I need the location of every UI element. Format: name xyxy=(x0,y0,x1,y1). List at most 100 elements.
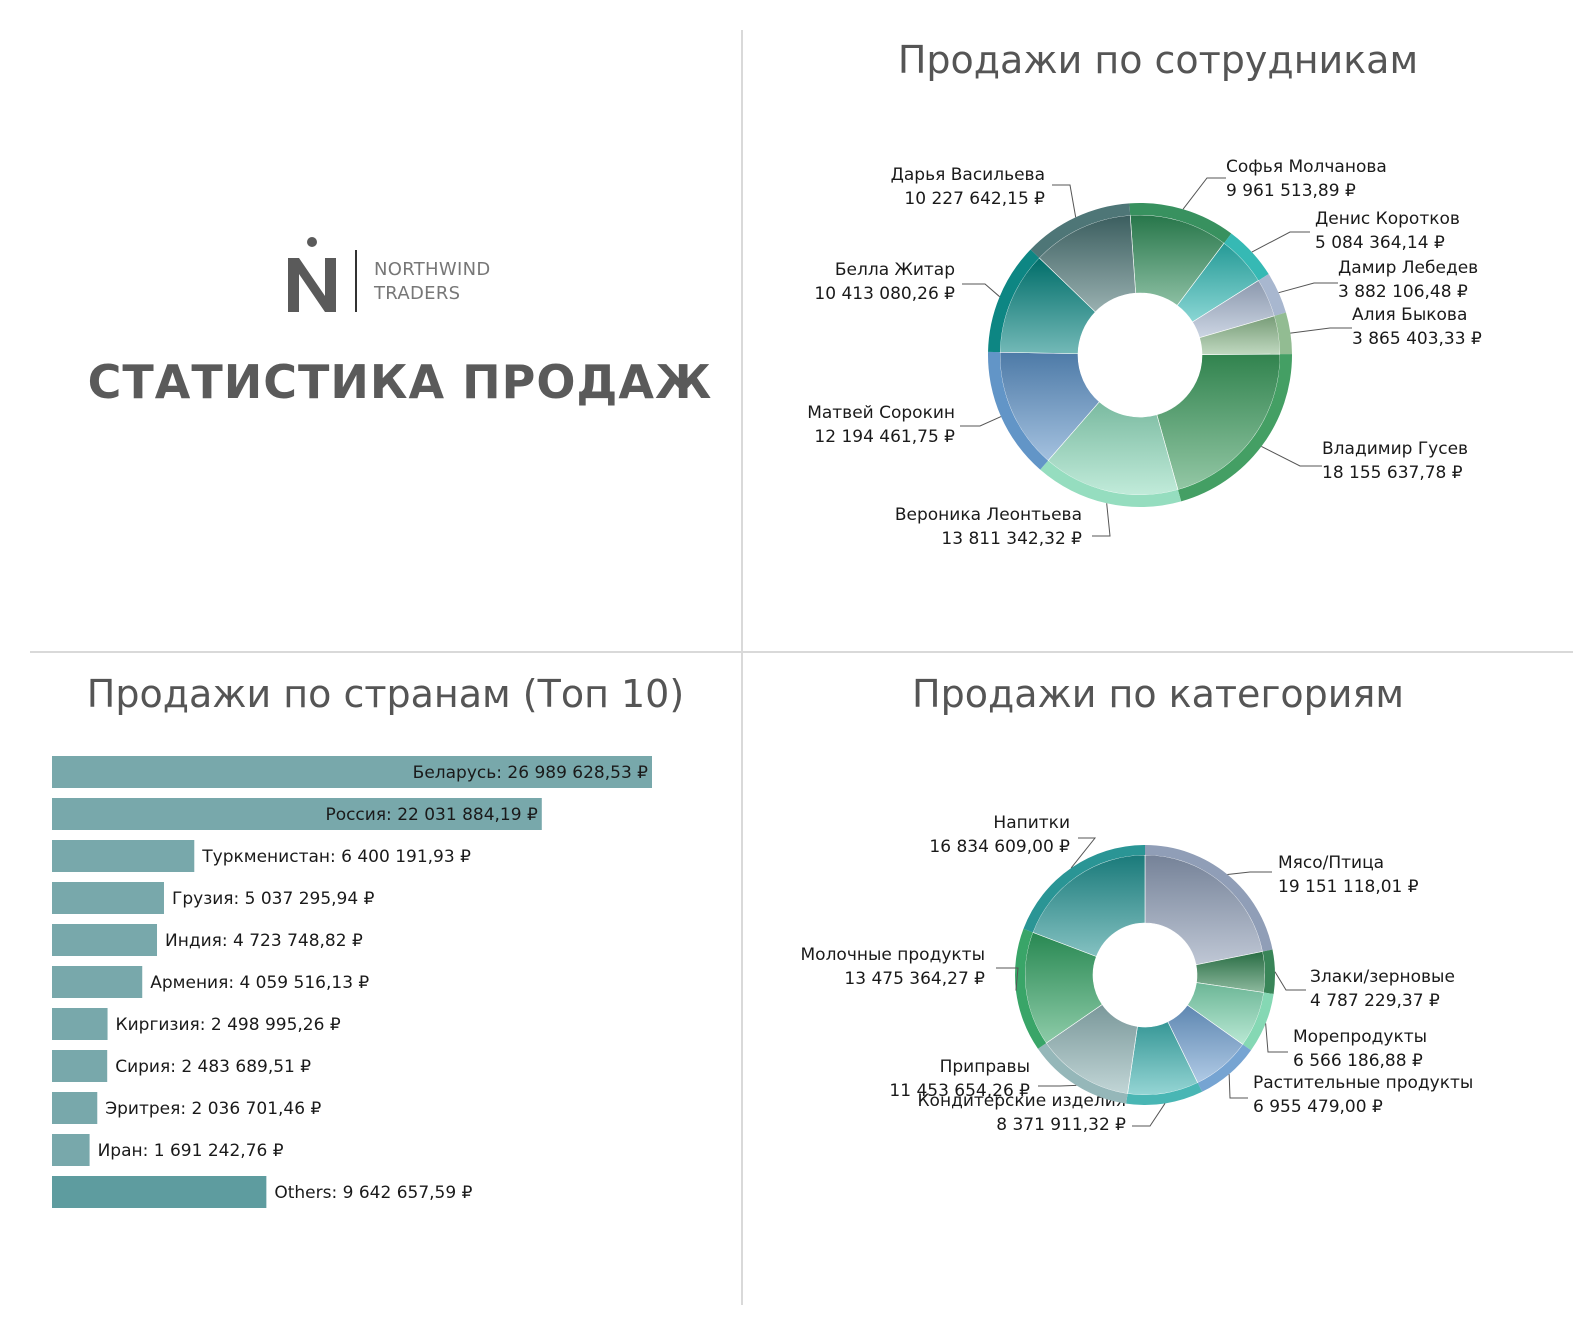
country-bar-label-6: Киргизия: 2 498 995,26 ₽ xyxy=(116,1015,341,1035)
country-bar-9 xyxy=(52,1134,90,1166)
northwind-logo-icon xyxy=(288,237,336,312)
leader-line-4 xyxy=(1132,1103,1166,1127)
leader-line-6 xyxy=(960,416,1002,427)
slice-inner-8 xyxy=(1038,215,1136,313)
slice-label-2: Морепродукты xyxy=(1293,1027,1427,1047)
slice-inner-0 xyxy=(1144,854,1264,966)
leader-line-2 xyxy=(1278,282,1338,294)
country-bar-label-10: Others: 9 642 657,59 ₽ xyxy=(274,1183,472,1203)
slice-label-0: Мясо/Птица xyxy=(1278,853,1384,873)
slice-value-3: 6 955 479,00 ₽ xyxy=(1253,1097,1383,1117)
leader-line-1 xyxy=(1274,971,1306,991)
slice-rim-7 xyxy=(1023,845,1145,933)
slice-value-5: 13 811 342,32 ₽ xyxy=(941,529,1082,549)
country-bar-4 xyxy=(52,924,158,956)
slice-rim-2 xyxy=(1258,274,1286,316)
slice-value-1: 5 084 364,14 ₽ xyxy=(1315,233,1445,253)
slice-rim-0 xyxy=(1145,845,1273,952)
horizontal-divider xyxy=(30,651,1573,653)
slice-rim-5 xyxy=(1040,460,1182,508)
leader-line-6 xyxy=(996,967,1019,991)
slice-rim-2 xyxy=(1242,992,1274,1051)
country-bar-2 xyxy=(52,840,195,872)
countries-chart-title: Продажи по странам (Топ 10) xyxy=(86,672,685,716)
leader-line-8 xyxy=(1052,184,1077,218)
leader-line-4 xyxy=(1261,445,1322,467)
country-bar-3 xyxy=(52,882,164,914)
country-bar-5 xyxy=(52,966,143,998)
leader-line-5 xyxy=(1038,1084,1077,1087)
slice-rim-4 xyxy=(1177,354,1293,502)
slice-rim-8 xyxy=(1030,203,1131,258)
country-bar-10 xyxy=(52,1176,267,1208)
slice-rim-6 xyxy=(987,351,1049,470)
country-bar-8 xyxy=(52,1092,98,1124)
country-bar-label-1: Россия: 22 031 884,19 ₽ xyxy=(325,805,538,825)
country-bar-label-9: Иран: 1 691 242,76 ₽ xyxy=(98,1141,284,1161)
leader-line-0 xyxy=(1182,177,1226,210)
country-bar-7 xyxy=(52,1050,108,1082)
slice-label-8: Дарья Васильева xyxy=(891,165,1045,185)
country-bar-label-2: Туркменистан: 6 400 191,93 ₽ xyxy=(201,847,471,867)
slice-value-6: 12 194 461,75 ₽ xyxy=(814,427,955,447)
employees-chart-title: Продажи по сотрудникам xyxy=(897,38,1419,82)
slice-label-5: Приправы xyxy=(940,1057,1030,1077)
logo-line-1: NORTHWIND xyxy=(374,259,491,280)
slice-rim-3 xyxy=(1197,1044,1252,1092)
country-bar-label-4: Индия: 4 723 748,82 ₽ xyxy=(165,931,363,951)
logo-line-2: TRADERS xyxy=(374,283,461,304)
slice-label-7: Белла Житар xyxy=(835,260,955,280)
country-bar-label-8: Эритрея: 2 036 701,46 ₽ xyxy=(105,1099,321,1119)
categories-chart-title: Продажи по категориям xyxy=(912,672,1404,716)
slice-value-2: 6 566 186,88 ₽ xyxy=(1293,1051,1423,1071)
slice-value-7: 10 413 080,26 ₽ xyxy=(814,284,955,304)
slice-value-8: 10 227 642,15 ₽ xyxy=(904,189,1045,209)
slice-value-3: 3 865 403,33 ₽ xyxy=(1352,329,1482,349)
slice-rim-6 xyxy=(1015,928,1047,1049)
logo-separator xyxy=(355,250,357,312)
slice-value-6: 13 475 364,27 ₽ xyxy=(844,969,985,989)
leader-line-2 xyxy=(1265,1023,1288,1053)
slice-label-7: Напитки xyxy=(993,813,1070,833)
slice-value-1: 4 787 229,37 ₽ xyxy=(1310,991,1440,1011)
country-bar-0 xyxy=(52,756,652,788)
slice-label-6: Молочные продукты xyxy=(801,945,986,965)
slice-label-1: Злаки/зерновые xyxy=(1310,967,1455,987)
slice-value-0: 9 961 513,89 ₽ xyxy=(1226,181,1356,201)
logo-text: NORTHWIND TRADERS xyxy=(374,258,491,306)
slice-value-2: 3 882 106,48 ₽ xyxy=(1338,282,1468,302)
country-bar-label-3: Грузия: 5 037 295,94 ₽ xyxy=(172,889,375,909)
country-bar-label-0: Беларусь: 26 989 628,53 ₽ xyxy=(413,763,649,783)
leader-line-7 xyxy=(962,283,1000,298)
slice-value-4: 18 155 637,78 ₽ xyxy=(1322,463,1463,483)
slice-rim-1 xyxy=(1224,233,1269,281)
slice-rim-1 xyxy=(1262,949,1275,994)
slice-label-4: Владимир Гусев xyxy=(1322,439,1468,459)
slice-inner-4 xyxy=(1156,353,1281,491)
leader-line-1 xyxy=(1251,231,1310,253)
slice-label-5: Вероника Леонтьева xyxy=(895,505,1082,525)
leader-line-0 xyxy=(1227,871,1272,875)
slice-label-3: Растительные продукты xyxy=(1253,1073,1473,1093)
slice-label-1: Денис Коротков xyxy=(1315,209,1460,229)
slice-label-0: Софья Молчанова xyxy=(1226,157,1387,177)
leader-line-3 xyxy=(1228,1074,1248,1099)
slice-rim-0 xyxy=(1129,203,1232,244)
slice-inner-5 xyxy=(1047,401,1179,496)
country-bar-1 xyxy=(52,798,542,830)
vertical-divider xyxy=(741,30,743,1305)
slice-label-6: Матвей Сорокин xyxy=(807,403,955,423)
leader-line-3 xyxy=(1290,327,1352,334)
slice-rim-7 xyxy=(988,249,1040,353)
slice-label-4: Кондитерские изделия xyxy=(917,1091,1126,1111)
slice-label-2: Дамир Лебедев xyxy=(1338,258,1478,278)
slice-value-7: 16 834 609,00 ₽ xyxy=(929,837,1070,857)
slice-value-5: 11 453 654,26 ₽ xyxy=(889,1081,1030,1101)
country-bar-label-5: Армения: 4 059 516,13 ₽ xyxy=(150,973,369,993)
leader-line-7 xyxy=(1070,837,1097,869)
slice-rim-5 xyxy=(1037,1043,1128,1104)
slice-label-3: Алия Быкова xyxy=(1352,305,1467,325)
slice-rim-3 xyxy=(1274,312,1292,355)
slice-value-4: 8 371 911,32 ₽ xyxy=(996,1115,1126,1135)
